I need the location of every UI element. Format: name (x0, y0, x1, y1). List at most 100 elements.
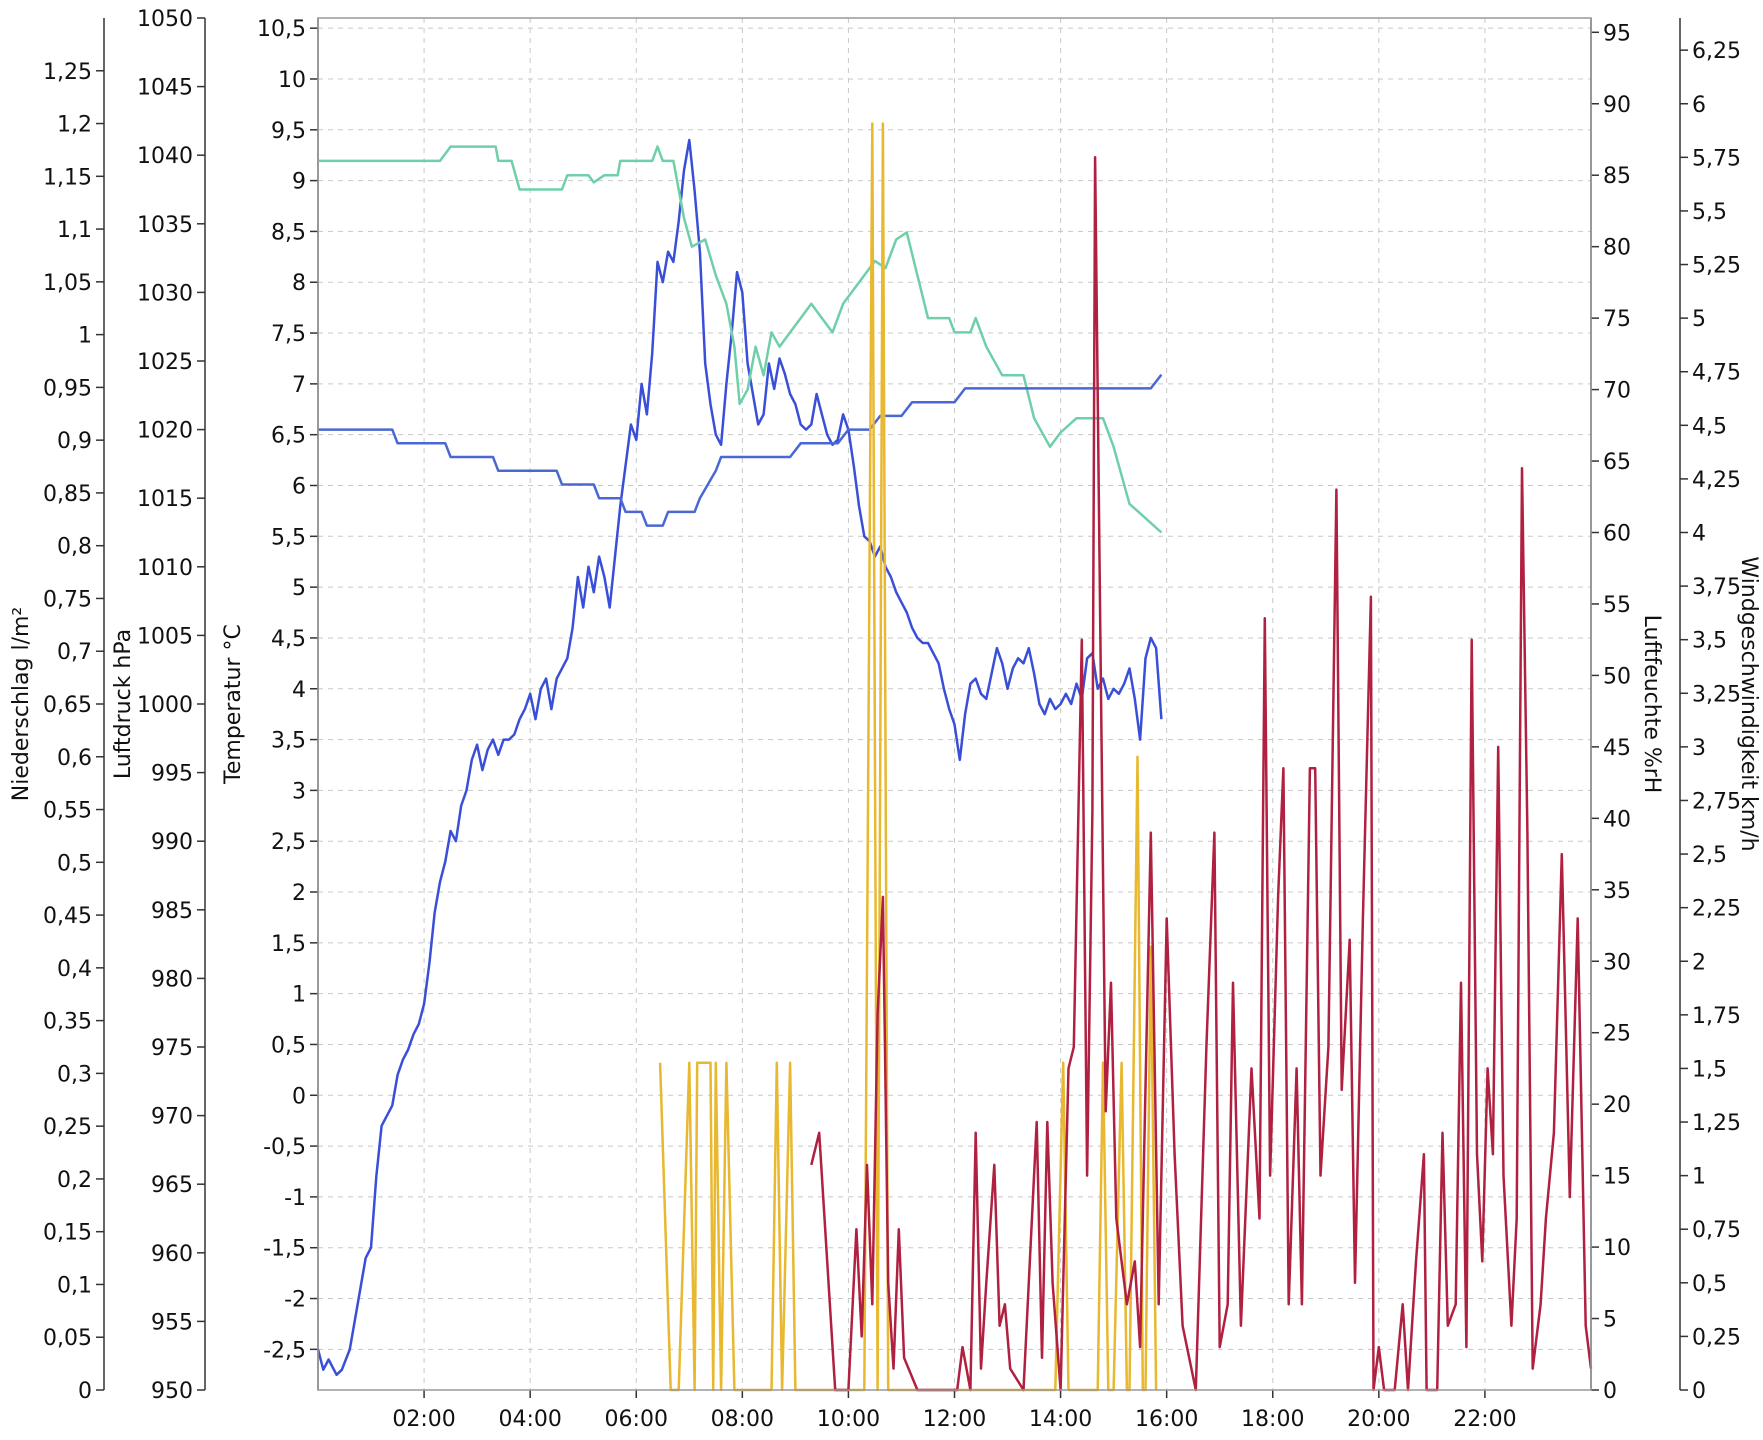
axes-layer: 02:00 04:00 06:00 08:00 10:00 12:00 14:00 16:00… (9, 7, 1761, 1432)
luftdruck-tick-label: 1030 (137, 281, 193, 306)
wind-tick-label: 4 (1692, 522, 1706, 547)
luftdruck-tick-label: 995 (151, 762, 193, 787)
niederschlag-tick-label: 1,15 (43, 165, 92, 190)
luftfeuchte-tick-label: 20 (1603, 1093, 1631, 1118)
niederschlag-axis-title: Niederschlag l/m² (9, 607, 34, 801)
temperatur-tick-label: -1,5 (263, 1237, 306, 1262)
luftfeuchte-tick-label: 55 (1603, 593, 1631, 618)
x-tick-label: 16:00 (1135, 1407, 1198, 1432)
temperatur-tick-label: 9 (292, 170, 306, 195)
luftdruck-tick-label: 990 (151, 830, 193, 855)
temperatur-tick-label: -2,5 (263, 1338, 306, 1363)
temperatur-tick-label: 4 (292, 678, 306, 703)
wind-tick-label: 2 (1692, 950, 1706, 975)
temperatur-tick-label: 8 (292, 271, 306, 296)
luftdruck-tick-label: 1010 (137, 556, 193, 581)
niederschlag-tick-label: 0,4 (57, 957, 92, 982)
temperatur-tick-label: 0,5 (271, 1033, 306, 1058)
temperatur-tick-label: 6 (292, 474, 306, 499)
luftdruck-tick-label: 960 (151, 1242, 193, 1267)
wind-tick-label: 4,5 (1692, 414, 1727, 439)
temperatur-tick-label: 3,5 (271, 729, 306, 754)
niederschlag-tick-label: 0,3 (57, 1062, 92, 1087)
temperatur-tick-label: -0,5 (263, 1135, 306, 1160)
x-tick-label: 02:00 (392, 1407, 455, 1432)
luftfeuchte-tick-label: 60 (1603, 522, 1631, 547)
niederschlag-tick-label: 0 (78, 1379, 92, 1404)
temperatur-axis-title: Temperatur °C (221, 624, 246, 785)
luftfeuchte-tick-label: 35 (1603, 879, 1631, 904)
temperatur-tick-label: 5 (292, 576, 306, 601)
niederschlag-tick-label: 0,9 (57, 429, 92, 454)
luftfeuchte-tick-label: 40 (1603, 807, 1631, 832)
niederschlag-tick-label: 0,8 (57, 535, 92, 560)
niederschlag-tick-label: 1,1 (57, 218, 92, 243)
wind-tick-label: 1,75 (1692, 1004, 1741, 1029)
luftdruck-tick-label: 1005 (137, 624, 193, 649)
plot-frame (317, 17, 1592, 1391)
luftfeuchte-tick-label: 50 (1603, 664, 1631, 689)
wind-tick-label: 5,5 (1692, 200, 1727, 225)
wind-tick-label: 3 (1692, 736, 1706, 761)
luftdruck-tick-label: 1050 (137, 7, 193, 32)
niederschlag-tick-label: 1,25 (43, 60, 92, 85)
wind-tick-label: 1 (1692, 1165, 1706, 1190)
luftfeuchte-tick-label: 45 (1603, 736, 1631, 761)
luftfeuchte-tick-label: 5 (1603, 1308, 1617, 1333)
luftdruck-tick-label: 970 (151, 1105, 193, 1130)
luftfeuchte-tick-label: 80 (1603, 236, 1631, 261)
wind-tick-label: 3,5 (1692, 629, 1727, 654)
wind-tick-label: 4,25 (1692, 468, 1741, 493)
wind-tick-label: 3,25 (1692, 682, 1741, 707)
x-tick-label: 14:00 (1029, 1407, 1092, 1432)
luftdruck-tick-label: 1020 (137, 419, 193, 444)
wind-tick-label: 6 (1692, 93, 1706, 118)
wind-tick-label: 2,5 (1692, 843, 1727, 868)
wind-axis-title: Windgeschwindigkeit km/h (1736, 556, 1761, 851)
niederschlag-tick-label: 0,95 (43, 376, 92, 401)
wind-tick-label: 0,5 (1692, 1272, 1727, 1297)
niederschlag-tick-label: 0,1 (57, 1273, 92, 1298)
niederschlag-tick-label: 1,05 (43, 271, 92, 296)
temperatur-tick-label: 5,5 (271, 525, 306, 550)
x-tick-label: 20:00 (1347, 1407, 1410, 1432)
niederschlag-tick-label: 0,25 (43, 1115, 92, 1140)
wind-tick-label: 0 (1692, 1379, 1706, 1404)
temperatur-tick-label: 2,5 (271, 830, 306, 855)
luftfeuchte-tick-label: 0 (1603, 1379, 1617, 1404)
x-tick-label: 06:00 (605, 1407, 668, 1432)
temperatur-tick-label: 6,5 (271, 424, 306, 449)
niederschlag-tick-label: 1 (78, 324, 92, 349)
temperatur-tick-label: 4,5 (271, 627, 306, 652)
luftdruck-tick-label: 955 (151, 1310, 193, 1335)
niederschlag-tick-label: 0,15 (43, 1221, 92, 1246)
humidity-series-line (318, 145, 1163, 534)
luftfeuchte-tick-label: 90 (1603, 93, 1631, 118)
luftdruck-tick-label: 1045 (137, 76, 193, 101)
luftdruck-tick-label: 1025 (137, 350, 193, 375)
niederschlag-tick-label: 0,35 (43, 1010, 92, 1035)
wind-tick-label: 0,25 (1692, 1325, 1741, 1350)
temperatur-tick-label: -2 (284, 1288, 306, 1313)
luftfeuchte-axis-title: Luftfeuchte %rH (1639, 615, 1664, 794)
temperatur-tick-label: 2 (292, 881, 306, 906)
niederschlag-tick-label: 0,55 (43, 799, 92, 824)
x-tick-label: 10:00 (817, 1407, 880, 1432)
temperatur-tick-label: 1 (292, 983, 306, 1008)
wind-tick-label: 1,25 (1692, 1111, 1741, 1136)
wind-tick-label: 2,25 (1692, 897, 1741, 922)
wind-tick-label: 5 (1692, 307, 1706, 332)
niederschlag-tick-label: 0,85 (43, 482, 92, 507)
luftfeuchte-tick-label: 10 (1603, 1236, 1631, 1261)
luftdruck-tick-label: 965 (151, 1173, 193, 1198)
niederschlag-tick-label: 0,65 (43, 693, 92, 718)
temperatur-tick-label: -1 (284, 1186, 306, 1211)
temperatur-tick-label: 3 (292, 779, 306, 804)
luftdruck-tick-label: 985 (151, 899, 193, 924)
niederschlag-tick-label: 0,05 (43, 1326, 92, 1351)
temperatur-tick-label: 1,5 (271, 932, 306, 957)
temperatur-tick-label: 10,5 (257, 17, 306, 42)
luftdruck-tick-label: 1035 (137, 213, 193, 238)
